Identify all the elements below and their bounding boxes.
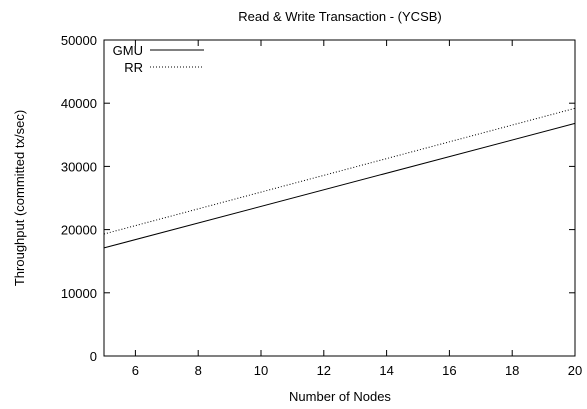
y-tick-label: 50000	[61, 33, 97, 48]
x-tick-label: 12	[317, 363, 331, 378]
plot-frame	[103, 39, 576, 357]
y-tick-label: 10000	[61, 286, 97, 301]
x-tick-label: 20	[568, 363, 582, 378]
x-tick-label: 8	[195, 363, 202, 378]
series-line-gmu	[103, 122, 576, 249]
x-tick-label: 6	[132, 363, 139, 378]
y-tick-label: 40000	[61, 96, 97, 111]
series-lines	[103, 107, 576, 249]
x-tick-label: 18	[505, 363, 519, 378]
chart-title: Read & Write Transaction - (YCSB)	[238, 9, 442, 24]
series-line-rr	[103, 107, 576, 235]
legend: GMU RR	[113, 43, 204, 75]
x-tick-label: 14	[379, 363, 393, 378]
x-axis-label: Number of Nodes	[289, 389, 391, 404]
y-tick-label: 30000	[61, 159, 97, 174]
y-axis-label: Throughput (committed tx/sec)	[12, 110, 27, 286]
legend-label-rr: RR	[124, 60, 143, 75]
x-tick-label: 10	[254, 363, 268, 378]
y-tick-label: 0	[90, 349, 97, 364]
x-tick-label: 16	[442, 363, 456, 378]
legend-label-gmu: GMU	[113, 43, 143, 58]
y-tick-label: 20000	[61, 223, 97, 238]
axis-ticks: 6 8 10 12 14 16 18 20 0 10000 20000 30000 40000 50000	[61, 33, 582, 378]
